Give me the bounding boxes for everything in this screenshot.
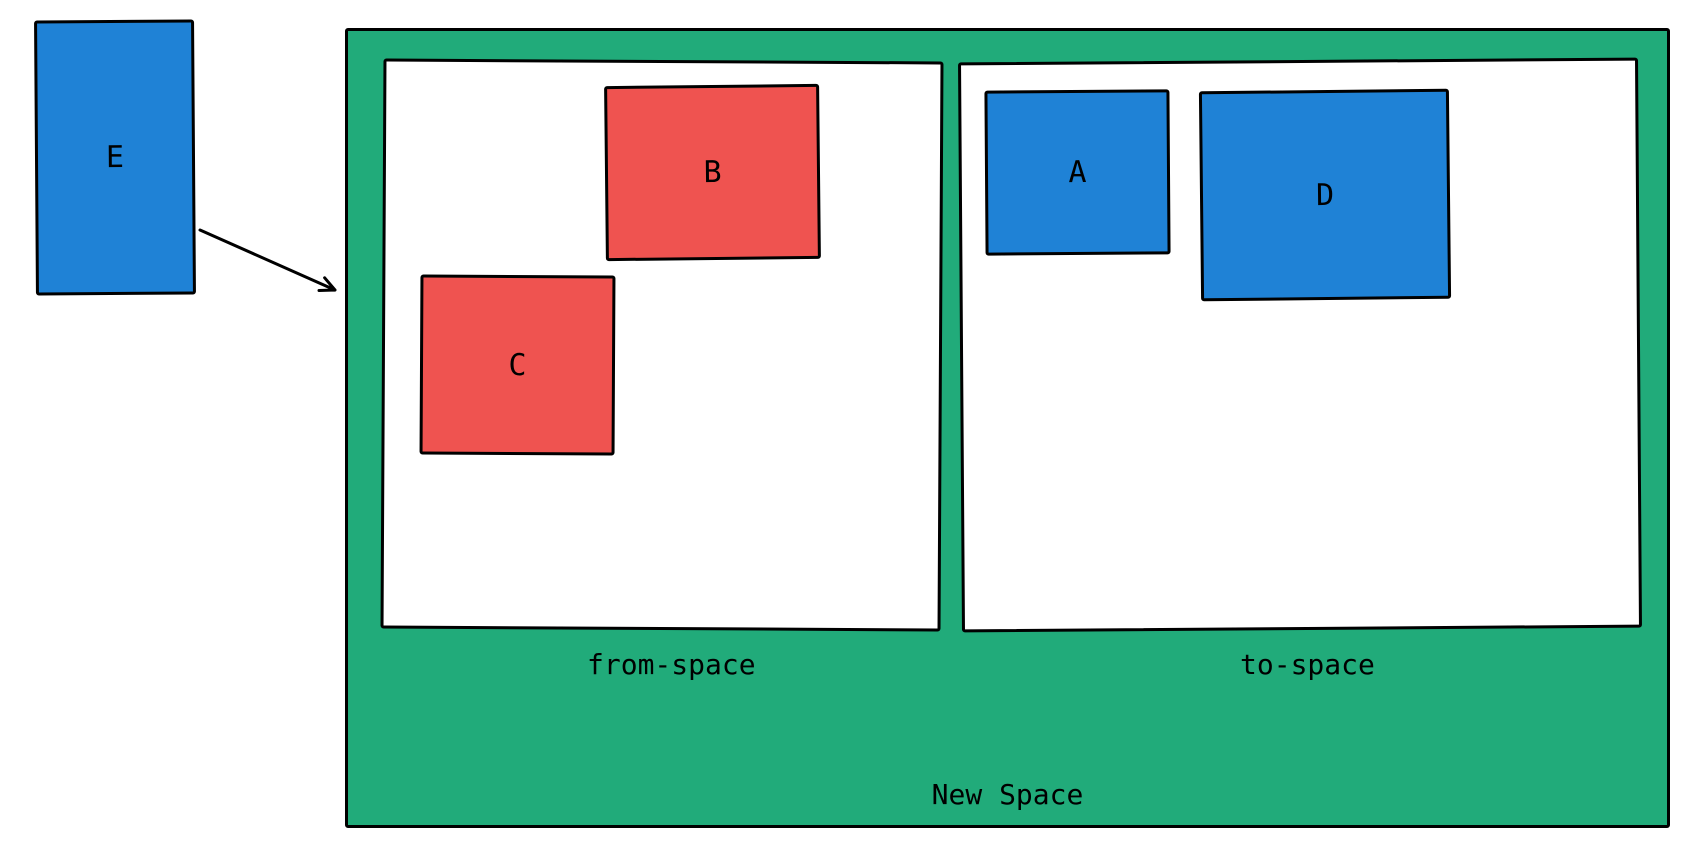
node-d-label: D [1316,177,1334,212]
from-space-label: from-space [587,648,756,681]
to-space-label: to-space [1240,648,1375,681]
node-b-label: B [703,155,721,190]
node-d: D [1199,89,1451,302]
new-space-label: New Space [932,778,1084,811]
node-e-label: E [106,140,124,175]
arrow-e-to-container [180,210,355,310]
node-b: B [604,84,821,261]
node-c: C [420,274,616,455]
node-a: A [984,89,1170,255]
node-a-label: A [1068,155,1086,190]
node-c-label: C [508,347,526,382]
node-e: E [34,19,196,295]
